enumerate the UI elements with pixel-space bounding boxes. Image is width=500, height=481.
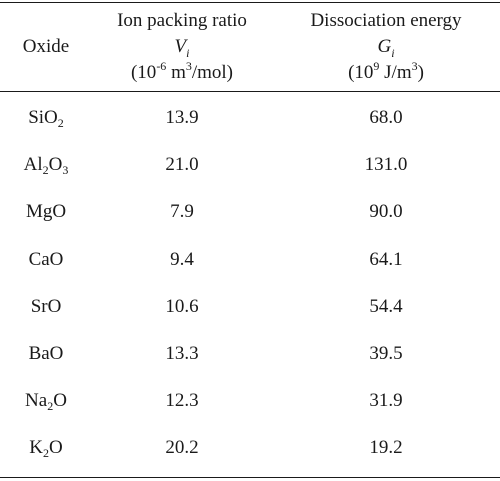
header-dissociation-title: Dissociation energy xyxy=(310,10,462,31)
oxide-cell: Na2O xyxy=(25,390,67,413)
ion-packing-ratio-cell: 10.6 xyxy=(165,296,199,317)
header-ion-packing-unit: (10-6 m3/mol) xyxy=(130,59,234,83)
oxide-cell: BaO xyxy=(28,343,64,364)
oxide-cell: SiO2 xyxy=(28,107,64,130)
header-rule xyxy=(0,91,500,92)
ion-packing-ratio-cell: 20.2 xyxy=(165,437,199,458)
oxide-cell: SrO xyxy=(30,296,62,317)
oxide-cell: CaO xyxy=(28,249,64,270)
ion-packing-ratio-cell: 7.9 xyxy=(170,201,194,222)
oxide-cell: Al2O3 xyxy=(23,154,69,177)
header-dissociation-unit: (109 J/m3) xyxy=(348,59,424,83)
bottom-rule xyxy=(0,477,500,478)
dissociation-energy-cell: 64.1 xyxy=(369,249,403,270)
oxide-cell: K2O xyxy=(29,437,63,460)
ion-packing-ratio-cell: 13.3 xyxy=(165,343,199,364)
dissociation-energy-cell: 90.0 xyxy=(369,201,403,222)
top-rule xyxy=(0,2,500,3)
dissociation-energy-cell: 54.4 xyxy=(369,296,403,317)
ion-packing-ratio-cell: 12.3 xyxy=(165,390,199,411)
header-ion-packing-title: Ion packing ratio xyxy=(117,10,247,31)
dissociation-energy-cell: 68.0 xyxy=(369,107,403,128)
header-ion-packing-symbol: Vi xyxy=(174,36,190,60)
oxide-cell: MgO xyxy=(25,201,67,222)
ion-packing-ratio-cell: 9.4 xyxy=(170,249,194,270)
header-dissociation-symbol: Gi xyxy=(377,36,395,60)
dissociation-energy-cell: 31.9 xyxy=(369,390,403,411)
ion-packing-ratio-cell: 13.9 xyxy=(165,107,199,128)
dissociation-energy-cell: 19.2 xyxy=(369,437,403,458)
dissociation-energy-cell: 131.0 xyxy=(364,154,408,175)
dissociation-energy-cell: 39.5 xyxy=(369,343,403,364)
ion-packing-ratio-cell: 21.0 xyxy=(165,154,199,175)
header-oxide: Oxide xyxy=(22,36,70,57)
